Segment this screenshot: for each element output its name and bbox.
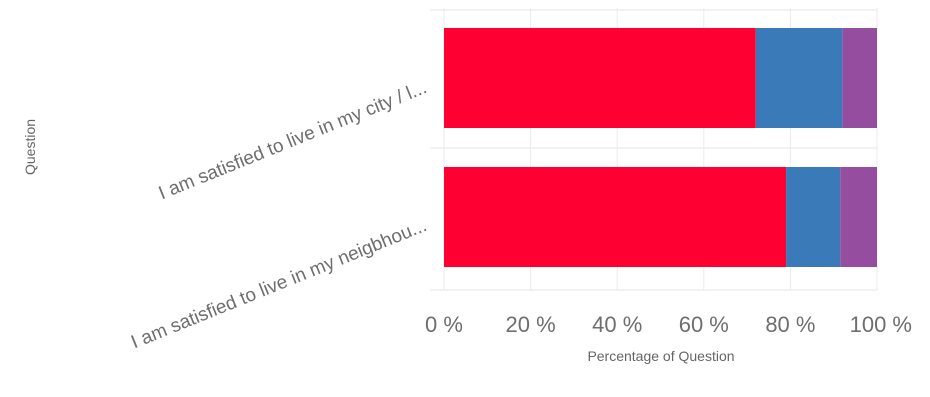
bar-segment — [444, 28, 756, 128]
category-label: I am satisfied to live in my city / l... — [156, 77, 430, 204]
x-axis-title: Percentage of Question — [587, 348, 734, 364]
x-tick-labels: 0 % 20 % 40 % 60 % 80 % 100 % — [425, 312, 912, 337]
bar-segment — [840, 167, 877, 267]
x-tick-label: 60 % — [679, 312, 729, 337]
bar-segment — [444, 167, 786, 267]
bar-segment — [786, 167, 840, 267]
bar-segment — [842, 28, 877, 128]
x-tick-label: 100 % — [850, 312, 912, 337]
category-labels: I am satisfied to live in my city / l...… — [128, 77, 430, 353]
x-tick-label: 40 % — [592, 312, 642, 337]
bar-segment — [756, 28, 843, 128]
x-tick-label: 20 % — [506, 312, 556, 337]
x-tick-label: 0 % — [425, 312, 463, 337]
y-axis-title: Question — [22, 119, 38, 175]
category-label: I am satisfied to live in my neigbhou... — [128, 215, 430, 353]
x-tick-label: 80 % — [765, 312, 815, 337]
